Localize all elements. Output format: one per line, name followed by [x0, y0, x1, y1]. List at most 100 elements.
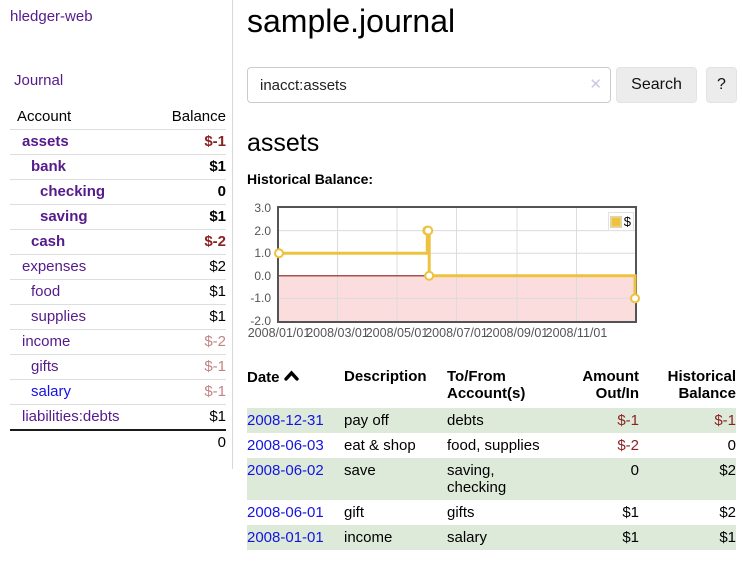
date-column-header[interactable]: Date	[247, 366, 344, 408]
y-tick-label: 1.0	[254, 246, 271, 261]
chart-legend: $	[607, 212, 634, 231]
account-link-bank[interactable]: bank	[31, 158, 67, 175]
account-link-saving[interactable]: saving	[40, 208, 88, 225]
account-row: saving $1	[10, 204, 226, 230]
account-balance: $1	[148, 404, 226, 430]
total-balance: 0	[148, 429, 226, 455]
transaction-date-link[interactable]: 2008-12-31	[247, 412, 324, 429]
account-row: gifts $-1	[10, 354, 226, 380]
register-table: Date Description To/From Account(s) Amoun…	[247, 366, 736, 550]
account-link-salary[interactable]: salary	[31, 383, 72, 400]
transaction-balance: $2	[719, 504, 736, 521]
account-link-checking[interactable]: checking	[40, 183, 106, 200]
x-tick-label: 2008/09/01	[485, 326, 549, 340]
legend-swatch-icon	[609, 215, 622, 228]
transaction-balance: $1	[639, 525, 736, 550]
transaction-amount: $1	[557, 525, 639, 550]
account-link-assets[interactable]: assets	[22, 133, 69, 150]
account-balances-table: Account Balance assets $-1 bank $1 check…	[10, 105, 226, 455]
transaction-amount: $-1	[557, 408, 639, 433]
help-button[interactable]: ?	[706, 67, 737, 103]
transaction-date-link[interactable]: 2008-06-03	[247, 437, 324, 454]
sidebar: hledger-web Journal Account Balance asse…	[0, 0, 233, 469]
transaction-date-link[interactable]: 2008-06-01	[247, 504, 324, 521]
account-row: checking 0	[10, 179, 226, 205]
y-tick-label: 0.0	[254, 268, 271, 283]
account-link-food[interactable]: food	[31, 283, 61, 300]
balance-column-header: Historical Balance	[667, 368, 736, 402]
account-row: supplies $1	[10, 304, 226, 330]
account-row: expenses $2	[10, 254, 226, 280]
account-balance: $-2	[148, 329, 226, 355]
x-tick-label: 2008/05/01	[365, 326, 429, 340]
sort-ascending-icon	[283, 368, 299, 385]
accounts-column-header: To/From Account(s)	[447, 368, 526, 402]
transaction-date-link[interactable]: 2008-06-02	[247, 462, 324, 479]
x-tick-label: 2008/03/01	[306, 326, 369, 340]
chart-x-axis: 2008/01/01 2008/03/01 2008/05/01 2008/07/01…	[248, 326, 639, 342]
account-heading: assets	[247, 129, 320, 157]
app-title-link[interactable]: hledger-web	[10, 8, 93, 25]
chart-y-axis: 3.0 2.0 1.0 0.0 -1.0 -2.0	[247, 201, 277, 328]
account-balance: $-1	[148, 129, 226, 155]
transaction-balance: $-1	[639, 408, 736, 433]
register-row: 2008-06-02 save saving, checking 0 $2	[247, 458, 736, 500]
account-balance: $-2	[148, 229, 226, 255]
account-row: food $1	[10, 279, 226, 305]
search-button[interactable]: Search	[616, 67, 697, 103]
account-row: liabilities:debts $1	[10, 404, 226, 430]
app: hledger-web Journal Account Balance asse…	[0, 0, 742, 550]
transaction-description: gift	[344, 504, 365, 521]
register-header-row: Date Description To/From Account(s) Amoun…	[247, 366, 736, 408]
clear-search-icon[interactable]: ✕	[589, 76, 602, 93]
account-balance: $-1	[148, 379, 226, 405]
account-row: cash $-2	[10, 229, 226, 255]
transaction-description: income	[344, 525, 447, 550]
transaction-balance: $2	[639, 458, 736, 500]
account-row: assets $-1	[10, 129, 226, 155]
transaction-date-link[interactable]: 2008-01-01	[247, 529, 324, 546]
chart-caption: Historical Balance:	[247, 171, 374, 187]
search-bar: ✕ Search ?	[247, 67, 737, 103]
balance-chart: 3.0 2.0 1.0 0.0 -1.0 -2.0 $ 2008/01/01 2008/03…	[247, 201, 737, 342]
transaction-accounts: gifts	[447, 504, 475, 521]
transaction-amount: $-2	[617, 437, 639, 454]
y-tick-label: -2.0	[250, 314, 271, 328]
account-balance: $1	[148, 204, 226, 230]
x-tick-label: 2008/11/01	[545, 326, 608, 340]
search-input[interactable]	[247, 67, 611, 103]
account-row: salary $-1	[10, 379, 226, 405]
total-row: 0	[10, 429, 226, 455]
transaction-description: save	[344, 458, 447, 500]
account-link-expenses[interactable]: expenses	[22, 258, 87, 275]
account-balance: $1	[148, 304, 226, 330]
account-link-income[interactable]: income	[22, 333, 71, 350]
transaction-amount: 0	[557, 458, 639, 500]
sidebar-item-journal[interactable]: Journal	[14, 72, 64, 89]
y-tick-label: 3.0	[254, 201, 271, 215]
y-tick-label: -1.0	[250, 291, 271, 306]
register-row: 2008-12-31 pay off debts $-1 $-1	[247, 408, 736, 433]
legend-label: $	[623, 214, 631, 229]
account-link-gifts[interactable]: gifts	[31, 358, 59, 375]
account-column-header: Account	[17, 108, 72, 125]
account-row: bank $1	[10, 154, 226, 180]
account-link-cash[interactable]: cash	[31, 233, 66, 250]
transaction-balance: 0	[727, 437, 736, 454]
account-row: income $-2	[10, 329, 226, 355]
account-link-liabilities-debts[interactable]: liabilities:debts	[22, 408, 120, 425]
x-tick-label: 2008/01/01	[247, 326, 311, 340]
transaction-accounts: food, supplies	[447, 437, 540, 454]
main-content: sample.journal ✕ Search ? assets Histori…	[233, 0, 742, 550]
chart-plot-area: $ 2008/01/01 2008/03/01 2008/05/01 2008/07/…	[248, 206, 640, 342]
description-column-header: Description	[344, 368, 427, 385]
account-balance: $-1	[148, 354, 226, 380]
register-row: 2008-06-03 eat & shop food, supplies $-2…	[247, 433, 736, 458]
transaction-accounts: salary	[447, 525, 557, 550]
x-tick-label: 2008/07/01	[425, 326, 488, 340]
transaction-accounts: debts	[447, 408, 557, 433]
balance-column-header: Balance	[171, 108, 226, 125]
account-link-supplies[interactable]: supplies	[31, 308, 87, 325]
chart-plot[interactable]	[274, 208, 640, 321]
transaction-description: eat & shop	[344, 437, 416, 454]
